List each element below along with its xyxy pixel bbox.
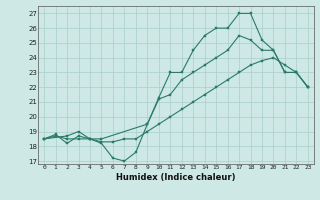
X-axis label: Humidex (Indice chaleur): Humidex (Indice chaleur) — [116, 173, 236, 182]
